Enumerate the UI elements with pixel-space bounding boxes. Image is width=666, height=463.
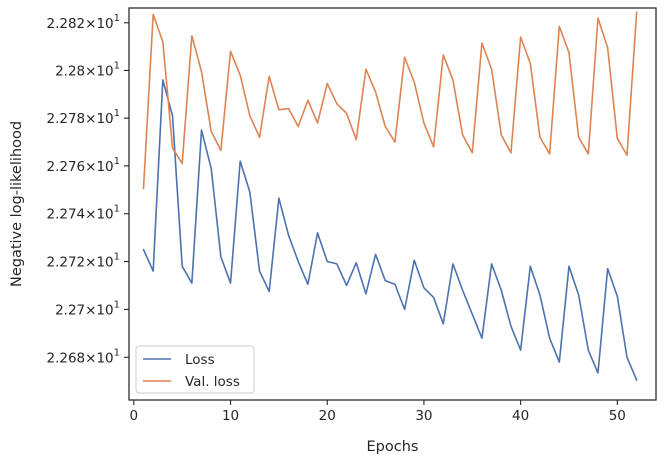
x-tick-label: 40 xyxy=(512,408,529,424)
legend-label-loss: Loss xyxy=(185,352,215,368)
y-tick-label: 2.282×101 xyxy=(46,13,120,32)
x-axis-label: Epochs xyxy=(367,439,419,455)
x-tick-label: 20 xyxy=(319,408,336,424)
legend-label-val-loss: Val. loss xyxy=(185,374,240,390)
y-tick-label: 2.27×101 xyxy=(55,299,120,318)
x-tick-label: 30 xyxy=(415,408,432,424)
y-axis: 2.268×101 2.27×101 2.272×101 2.274×101 2.276… xyxy=(46,13,129,366)
series-line-val-loss xyxy=(142,11,638,190)
y-tick-label: 2.28×101 xyxy=(55,60,120,79)
y-tick-label: 2.278×101 xyxy=(46,108,120,127)
x-tick-label: 50 xyxy=(609,408,626,424)
plot-frame xyxy=(128,7,657,401)
y-tick-label: 2.274×101 xyxy=(46,204,120,223)
x-tick-label: 0 xyxy=(130,408,139,424)
y-axis-label: Negative log-likelihood xyxy=(9,121,25,287)
x-tick-label: 10 xyxy=(222,408,239,424)
x-axis: 0 10 20 30 40 50 xyxy=(130,400,626,424)
series-layer xyxy=(142,11,638,381)
series-line-loss xyxy=(142,79,638,381)
y-tick-label: 2.272×101 xyxy=(46,252,120,271)
plot-area xyxy=(129,8,656,400)
y-tick-label: 2.268×101 xyxy=(46,347,120,366)
legend: Loss Val. loss xyxy=(135,345,255,394)
y-tick-label: 2.276×101 xyxy=(46,156,120,175)
